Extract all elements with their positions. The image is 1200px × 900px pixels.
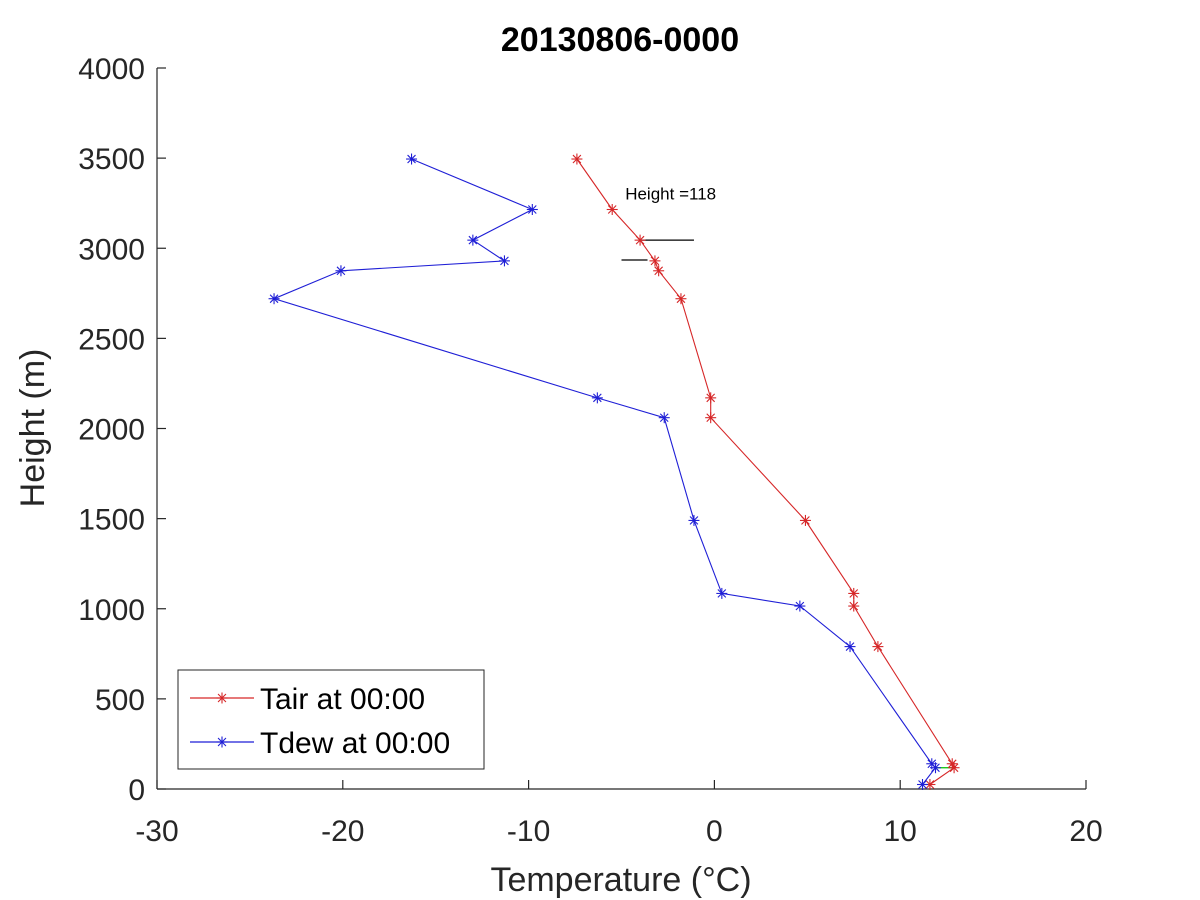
legend-tair-marker (216, 692, 228, 704)
marker-stroke (527, 205, 537, 214)
marker-stroke (336, 266, 346, 276)
series-tair-point (649, 255, 661, 267)
marker-stroke (845, 642, 855, 651)
marker-stroke (217, 737, 227, 747)
marker-stroke (849, 589, 859, 598)
series-tair-point (634, 234, 646, 246)
marker-stroke (269, 294, 279, 304)
marker-stroke (949, 763, 959, 773)
marker-stroke (801, 516, 810, 525)
marker-stroke (468, 235, 478, 245)
marker-stroke (659, 413, 669, 423)
series-tair-point (705, 392, 717, 404)
series-tair-point (675, 293, 687, 305)
marker-stroke (592, 393, 602, 403)
x-tick-label: -20 (321, 815, 364, 848)
legend-tdew-marker (216, 736, 228, 748)
marker-stroke (873, 642, 883, 651)
y-tick-label: 0 (128, 774, 145, 807)
x-tick-label: -30 (135, 815, 178, 848)
series-tair-point (606, 203, 618, 215)
series-tair-point (848, 587, 860, 599)
legend-tdew-label: Tdew at 00:00 (260, 727, 450, 760)
marker-stroke (706, 413, 716, 423)
series-tdew-point (916, 778, 928, 790)
series-tair-point (848, 600, 860, 612)
marker-stroke (849, 601, 859, 611)
y-tick-label: 1500 (78, 504, 145, 537)
x-tick-label: 10 (884, 815, 917, 848)
legend: Tair at 00:00 Tdew at 00:00 (177, 669, 485, 770)
y-tick-label: 500 (95, 684, 145, 717)
legend-tair-label: Tair at 00:00 (260, 683, 425, 716)
marker-stroke (717, 589, 727, 598)
series-tdew-point (591, 392, 603, 404)
series-tdew-point (526, 203, 538, 215)
x-ticks: -30 -20 -10 0 10 20 (135, 780, 1103, 848)
series-tair-point (571, 153, 583, 165)
y-tick-label: 1000 (78, 594, 145, 627)
legend-box (177, 669, 485, 770)
marker-stroke (572, 154, 582, 164)
marker-stroke (500, 256, 509, 266)
series-tdew-point (716, 587, 728, 599)
series-layer (268, 153, 960, 790)
legend-marker-glyph (216, 736, 228, 748)
marker-stroke (689, 516, 699, 525)
legend-marker-glyph (216, 692, 228, 704)
series-tdew-point (844, 641, 856, 653)
marker-stroke (947, 759, 957, 769)
series-tdew-point (406, 153, 418, 165)
x-axis-title: Temperature (°C) (490, 861, 751, 899)
marker-stroke (635, 235, 645, 245)
marker-stroke (795, 601, 805, 611)
marker-stroke (407, 154, 416, 164)
series-tair-point (946, 758, 958, 770)
marker-stroke (676, 294, 686, 304)
series-tair-point (705, 412, 717, 424)
chart-title: 20130806-0000 (501, 21, 739, 59)
y-tick-label: 2000 (78, 414, 145, 447)
x-tick-label: 20 (1069, 815, 1102, 848)
marker-stroke (706, 393, 716, 403)
series-tdew-point (268, 293, 280, 305)
y-tick-label: 3500 (78, 143, 145, 176)
y-ticks: 0 500 1000 1500 2000 2500 3000 3500 4000 (78, 53, 166, 807)
height-annotation: Height =118 (625, 185, 716, 204)
marker-stroke (918, 780, 927, 789)
marker-stroke (650, 256, 660, 266)
y-tick-label: 2500 (78, 323, 145, 356)
marker-stroke (607, 205, 617, 214)
y-axis-title: Height (m) (14, 349, 52, 508)
series-tair (571, 153, 960, 790)
series-tdew-point (658, 412, 670, 424)
series-tair-point (872, 641, 884, 653)
x-tick-label: -10 (507, 815, 550, 848)
x-tick-label: 0 (706, 815, 723, 848)
series-tdew-point (794, 600, 806, 612)
y-tick-label: 3000 (78, 233, 145, 266)
series-tair-point (799, 514, 811, 526)
marker-stroke (654, 266, 664, 276)
series-tdew-point (926, 758, 938, 770)
series-tdew-point (688, 514, 700, 526)
series-tdew-point (498, 255, 510, 267)
series-tdew-point (467, 234, 479, 246)
series-tdew-point (335, 265, 347, 277)
marker-stroke (217, 693, 227, 703)
series-tair-point (653, 265, 665, 277)
marker-stroke (925, 780, 935, 789)
y-tick-label: 4000 (78, 53, 145, 86)
series-tdew (268, 153, 942, 790)
marker-stroke (927, 759, 937, 769)
